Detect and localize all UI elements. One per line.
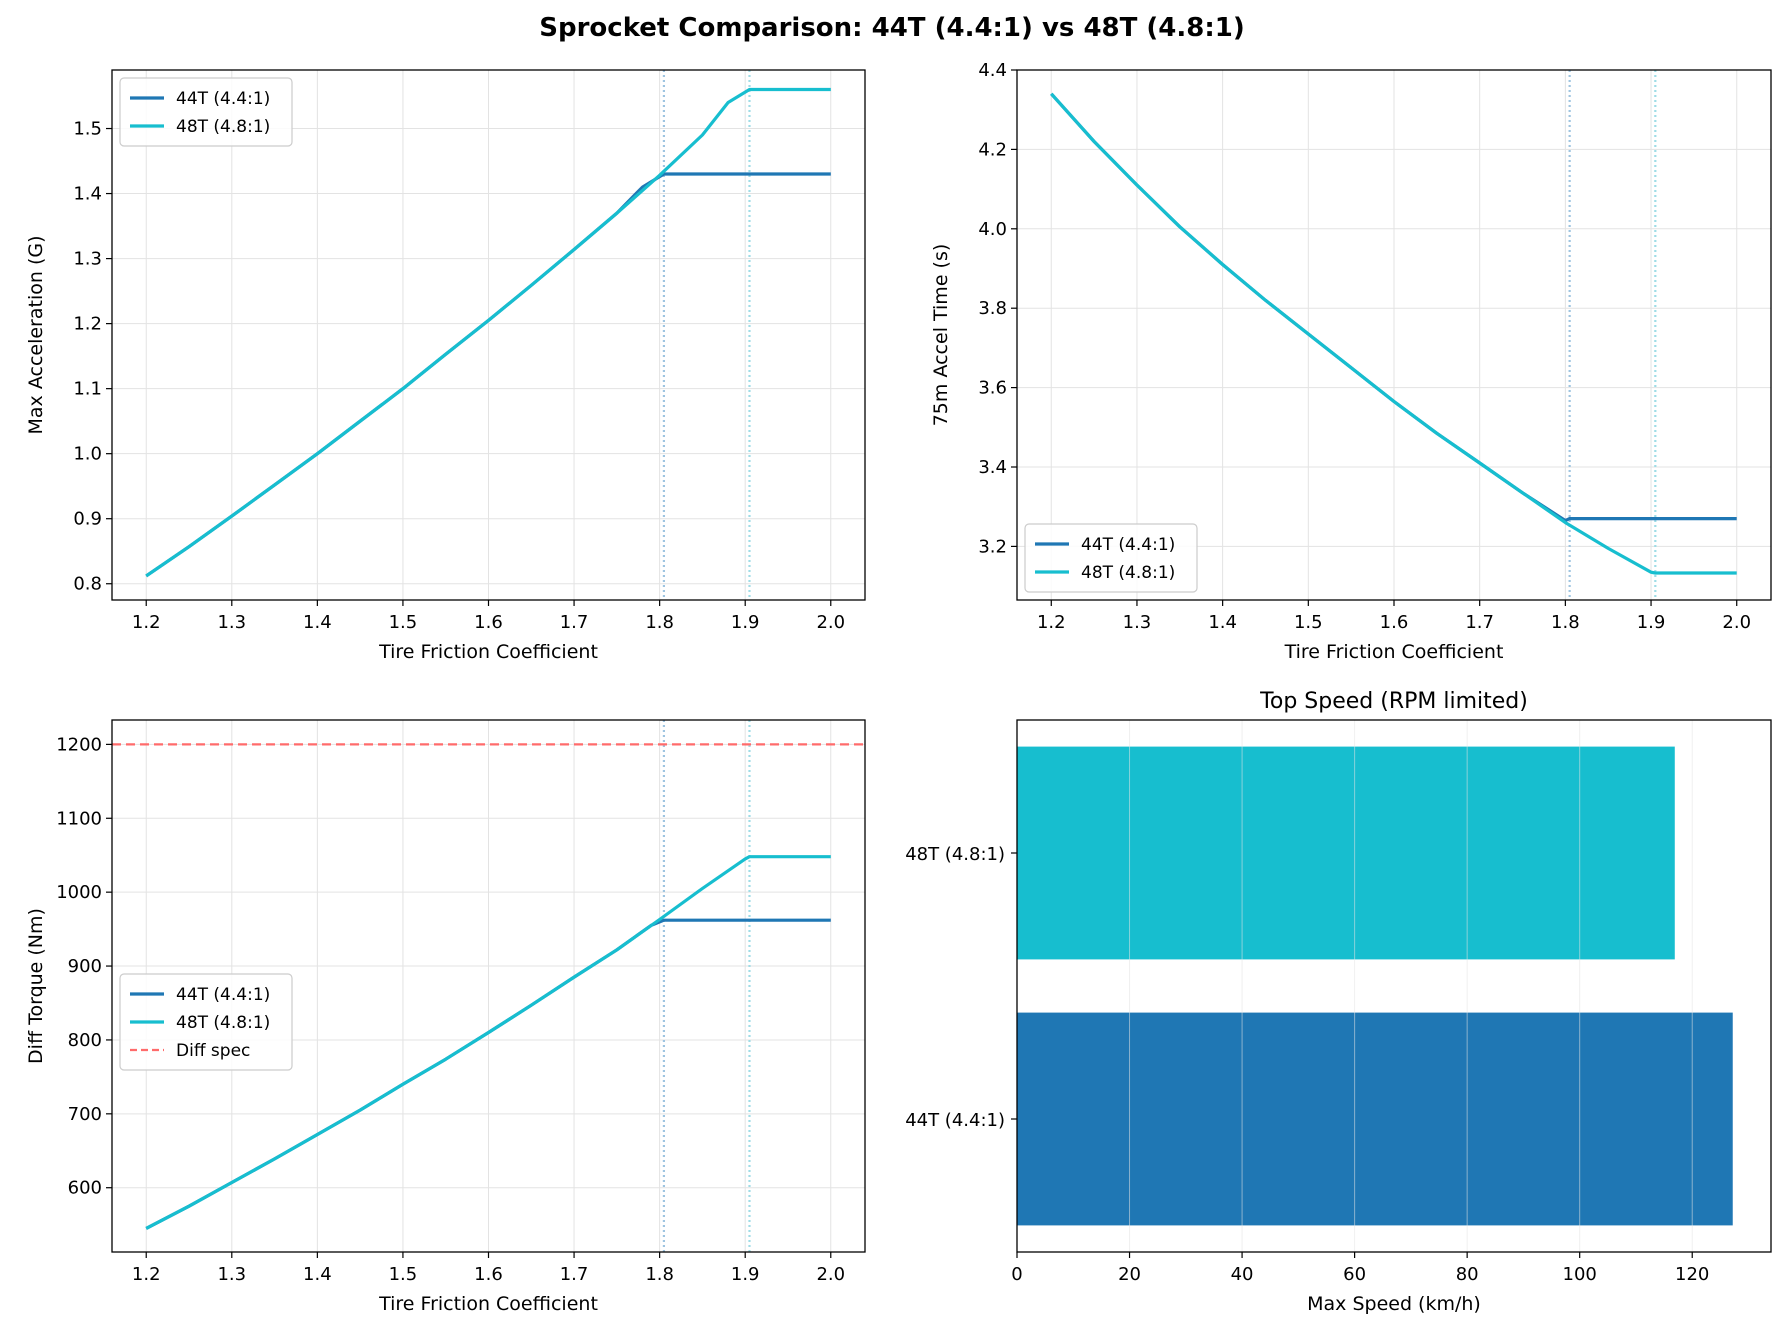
- x-tick-label: 100: [1563, 1264, 1597, 1285]
- y-axis-label: 75m Accel Time (s): [930, 244, 952, 427]
- x-tick-label: 2.0: [816, 1264, 845, 1285]
- x-tick-label: 2.0: [816, 612, 845, 633]
- y-tick-label: 1.4: [73, 184, 102, 205]
- x-axis-label: Tire Friction Coefficient: [378, 641, 598, 663]
- y-tick-label: 3.2: [978, 536, 1007, 557]
- x-tick-label: 1.5: [1294, 612, 1323, 633]
- x-tick-label: 1.3: [1123, 612, 1152, 633]
- y-tick-label: 4.4: [978, 60, 1007, 81]
- x-tick-label: 1.7: [560, 612, 589, 633]
- x-tick-label: 1.6: [474, 612, 503, 633]
- y-tick-label: 4.2: [978, 139, 1007, 160]
- y-tick-label: 4.0: [978, 219, 1007, 240]
- legend-label: 44T (4.4:1): [176, 985, 270, 1005]
- x-axis-label: Tire Friction Coefficient: [1284, 641, 1504, 663]
- x-tick-label: 1.6: [474, 1264, 503, 1285]
- x-tick-label: 1.4: [1208, 612, 1237, 633]
- bar-1: [1017, 746, 1675, 960]
- x-tick-label: 60: [1343, 1264, 1366, 1285]
- x-tick-label: 1.7: [1465, 612, 1494, 633]
- x-tick-label: 20: [1118, 1264, 1141, 1285]
- category-label: 44T (4.4:1): [905, 1110, 1005, 1131]
- x-tick-label: 40: [1231, 1264, 1254, 1285]
- y-tick-label: 800: [68, 1030, 102, 1051]
- bar-0: [1017, 1012, 1733, 1226]
- y-tick-label: 900: [68, 956, 102, 977]
- x-tick-label: 1.9: [731, 612, 760, 633]
- x-tick-label: 1.4: [303, 612, 332, 633]
- x-tick-label: 1.8: [645, 1264, 674, 1285]
- plot-frame: [1016, 719, 1772, 1253]
- y-tick-label: 600: [68, 1178, 102, 1199]
- y-tick-label: 1.5: [73, 119, 102, 140]
- x-tick-label: 1.9: [1637, 612, 1666, 633]
- x-tick-label: 1.8: [645, 612, 674, 633]
- y-tick-label: 1.3: [73, 249, 102, 270]
- x-tick-label: 1.8: [1551, 612, 1580, 633]
- y-tick-label: 1.1: [73, 379, 102, 400]
- figure-suptitle: Sprocket Comparison: 44T (4.4:1) vs 48T …: [539, 13, 1244, 43]
- x-tick-label: 1.9: [731, 1264, 760, 1285]
- y-tick-label: 0.8: [73, 574, 102, 595]
- x-tick-label: 1.2: [1037, 612, 1066, 633]
- legend-label: 44T (4.4:1): [1081, 535, 1175, 555]
- x-tick-label: 1.3: [217, 1264, 246, 1285]
- legend-label: 48T (4.8:1): [176, 1013, 270, 1033]
- x-tick-label: 1.5: [389, 612, 418, 633]
- y-tick-label: 1100: [56, 808, 102, 829]
- legend-box: [1024, 523, 1198, 593]
- x-axis-label: Max Speed (km/h): [1307, 1293, 1481, 1315]
- chart-title: Top Speed (RPM limited): [1259, 689, 1528, 714]
- x-tick-label: 1.7: [560, 1264, 589, 1285]
- x-tick-label: 80: [1456, 1264, 1479, 1285]
- legend-box: [119, 77, 293, 147]
- y-tick-label: 1200: [56, 734, 102, 755]
- x-tick-label: 1.5: [389, 1264, 418, 1285]
- y-tick-label: 0.9: [73, 509, 102, 530]
- x-axis-label: Tire Friction Coefficient: [378, 1293, 598, 1315]
- x-tick-label: 120: [1675, 1264, 1709, 1285]
- series-line-1: [145, 87, 831, 578]
- x-tick-label: 1.6: [1380, 612, 1409, 633]
- x-tick-label: 1.4: [303, 1264, 332, 1285]
- y-axis-label: Diff Torque (Nm): [25, 908, 47, 1064]
- series-line-1: [1050, 92, 1737, 575]
- y-tick-label: 1000: [56, 882, 102, 903]
- y-tick-label: 1.2: [73, 314, 102, 335]
- y-axis-label: Max Acceleration (G): [25, 236, 47, 435]
- y-tick-label: 3.6: [978, 378, 1007, 399]
- x-tick-label: 2.0: [1722, 612, 1751, 633]
- x-tick-label: 1.2: [132, 612, 161, 633]
- y-tick-label: 3.4: [978, 457, 1007, 478]
- legend-label: 48T (4.8:1): [1081, 563, 1175, 583]
- y-tick-label: 1.0: [73, 444, 102, 465]
- x-tick-label: 1.3: [217, 612, 246, 633]
- series-line-1: [145, 855, 831, 1230]
- x-tick-label: 0: [1011, 1264, 1022, 1285]
- y-tick-label: 3.8: [978, 298, 1007, 319]
- legend-box: [119, 973, 293, 1071]
- x-tick-label: 1.2: [132, 1264, 161, 1285]
- legend-label: Diff spec: [176, 1041, 250, 1061]
- y-tick-label: 700: [68, 1104, 102, 1125]
- category-label: 48T (4.8:1): [905, 844, 1005, 865]
- legend-label: 44T (4.4:1): [176, 89, 270, 109]
- legend-label: 48T (4.8:1): [176, 117, 270, 137]
